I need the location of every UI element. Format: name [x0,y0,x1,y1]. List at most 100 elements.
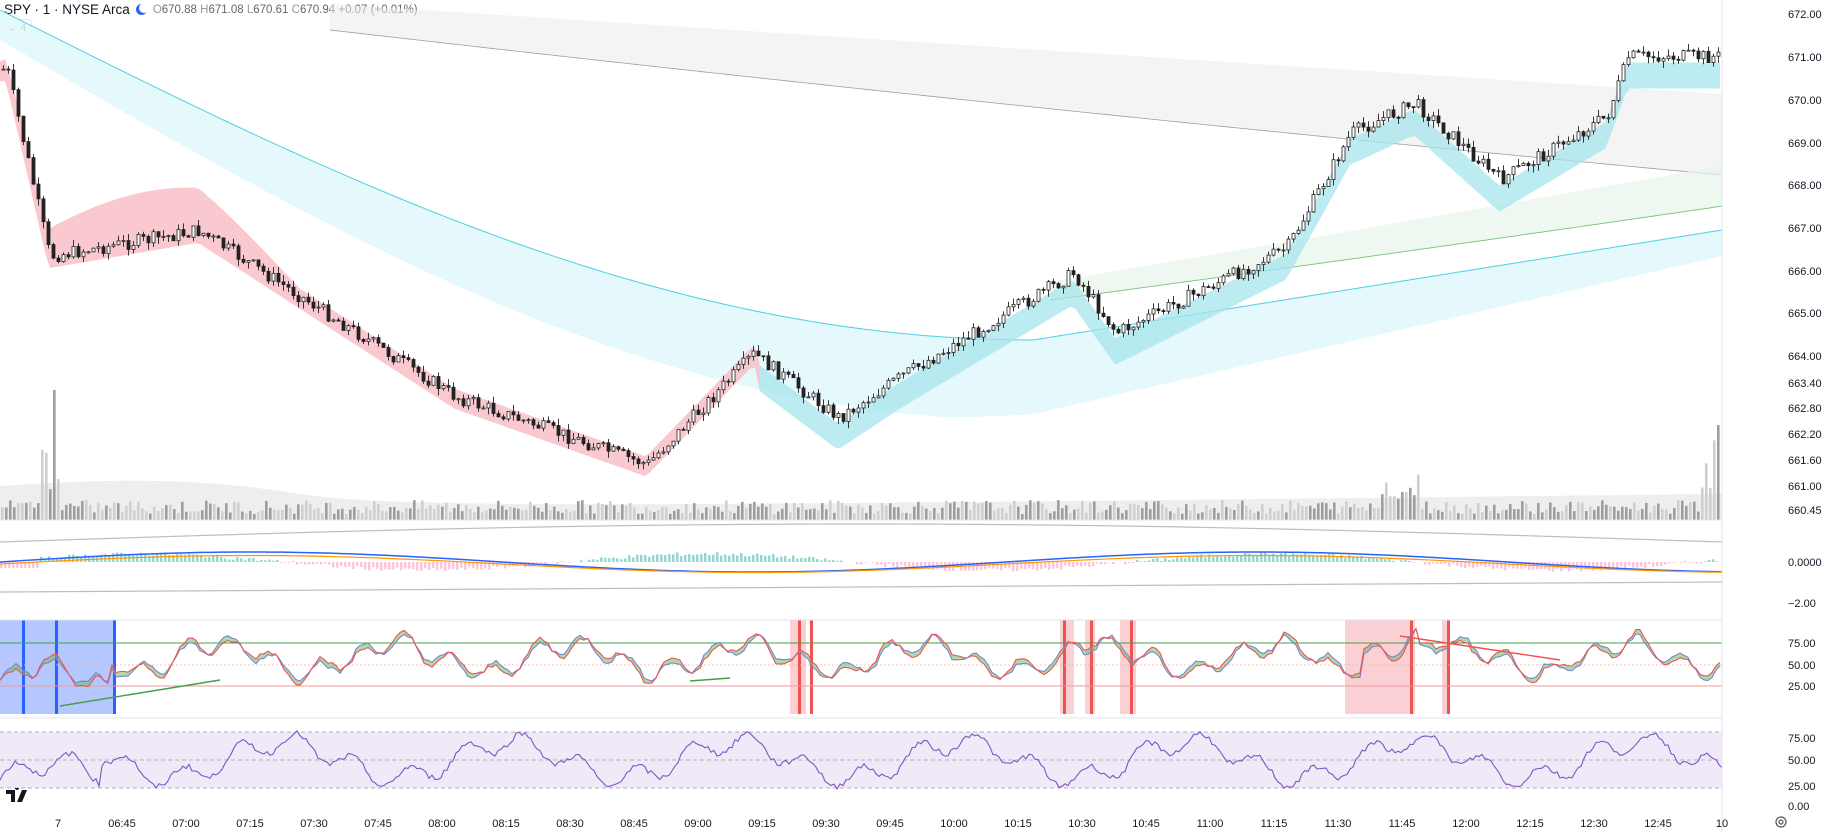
macd-histogram-bar [1172,559,1175,562]
macd-histogram-bar [1408,560,1411,562]
macd-histogram-bar [1136,559,1139,562]
macd-histogram-bar [336,562,339,568]
candle-body [1481,158,1486,164]
macd-histogram-bar [484,562,487,569]
volume-bar [833,512,836,520]
volume-bar [965,501,968,520]
macd-histogram-bar [880,562,883,565]
candle-body [636,458,641,465]
volume-bar [1305,506,1308,520]
volume-bar [717,506,720,520]
candle-body [1571,139,1576,142]
candle-body [251,259,256,262]
volume-bar [637,513,640,520]
macd-histogram-bar [244,560,247,562]
volume-bar [197,511,200,520]
candle-body [826,404,831,413]
candle-body [1401,102,1406,119]
volume-bar [1493,504,1496,520]
volume-bar [181,501,184,520]
macd-histogram-bar [732,553,735,562]
candle-body [1076,274,1081,286]
macd-histogram-bar [56,557,59,562]
volume-bar [1405,492,1408,520]
volume-bar [89,504,92,520]
volume-bar [1045,509,1048,520]
volume-bar [213,504,216,520]
volume-bar [629,502,632,520]
volume-bar [361,513,364,520]
macd-histogram-bar [1500,562,1503,569]
market-status-icon[interactable] [135,3,149,15]
volume-bar [1381,494,1384,520]
macd-histogram-bar [1600,562,1603,571]
volume-bar [33,507,36,520]
candle-body [396,355,401,363]
volume-bar [829,500,832,520]
stoch-highlight-zone [1442,620,1450,714]
candle-body [681,428,686,431]
macd-histogram-bar [288,562,291,563]
volume-bar [365,506,368,520]
candle-body [481,407,486,410]
candle-body [96,246,101,249]
volume-bar [541,511,544,520]
macd-histogram-bar [188,553,191,562]
candle-body [791,373,796,379]
price-pane [0,4,1723,520]
volume-bar [1445,502,1448,520]
macd-histogram-bar [488,562,491,570]
volume-bar [985,501,988,520]
volume-bar [1293,509,1296,520]
macd-histogram-bar [20,562,23,568]
candle-body [221,237,226,249]
candle-body [361,339,366,342]
candle-body [1536,151,1541,165]
volume-bar [141,508,144,520]
volume-bar [873,513,876,520]
volume-bar [389,507,392,520]
tradingview-logo[interactable] [6,788,32,802]
volume-bar [585,513,588,520]
macd-histogram-bar [580,560,583,562]
candle-body [286,284,291,288]
volume-bar [945,500,948,520]
macd-histogram-bar [544,562,547,566]
macd-histogram-bar [1624,562,1627,570]
macd-histogram-bar [1680,562,1683,563]
macd-histogram-bar [1228,555,1231,562]
candle-body [346,325,351,331]
macd-histogram-bar [276,559,279,562]
volume-bar [609,501,612,520]
candle-body [1576,131,1581,141]
volume-bar [849,506,852,520]
candle-body [486,402,491,409]
macd-histogram-bar [368,562,371,571]
volume-bar [785,502,788,520]
candle-body [1071,270,1076,276]
macd-histogram-bar [1000,562,1003,571]
candle-body [36,183,41,200]
candle-body [541,420,546,429]
macd-histogram-bar [820,560,823,562]
macd-histogram-bar [356,562,359,566]
settings-icon[interactable] [1774,815,1788,829]
volume-bar [345,513,348,520]
macd-histogram-bar [784,555,787,562]
slow-ema-line [329,29,1723,176]
macd-histogram-bar [1712,559,1715,562]
macd-histogram-bar [588,559,591,562]
candle-body [226,243,231,249]
volume-bar [645,506,648,520]
candle-body [136,234,141,246]
macd-histogram-bar [152,555,155,562]
volume-bar [1365,510,1368,520]
candle-body [906,367,911,374]
candle-body [1316,188,1321,195]
macd-histogram-bar [1644,562,1647,569]
symbol-title[interactable]: SPY · 1 · NYSE Arca [4,2,130,17]
candle-body [176,229,181,242]
macd-histogram-bar [632,557,635,562]
candle-body [771,361,776,371]
